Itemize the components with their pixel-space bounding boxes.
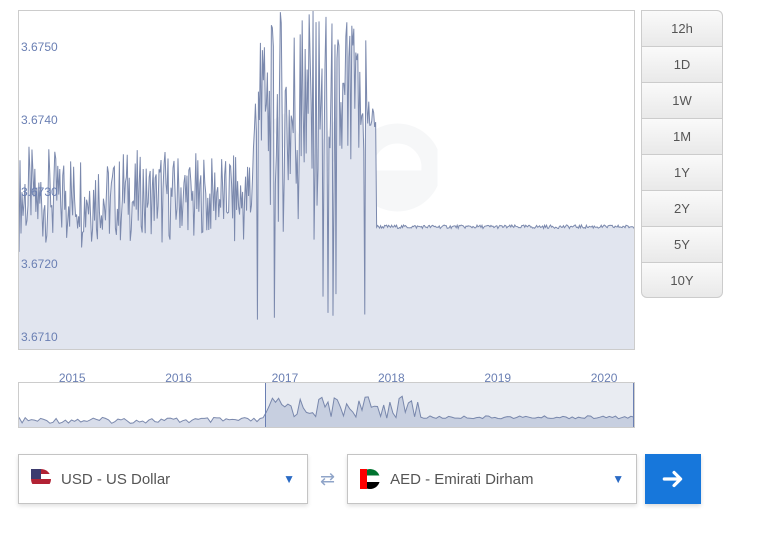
arrow-right-icon <box>660 466 686 492</box>
chart-plot <box>19 11 634 349</box>
chevron-down-icon: ▼ <box>283 472 295 486</box>
time-range-2y[interactable]: 2Y <box>641 190 723 226</box>
time-range-1w[interactable]: 1W <box>641 82 723 118</box>
chevron-down-icon: ▼ <box>612 472 624 486</box>
time-range-1y[interactable]: 1Y <box>641 154 723 190</box>
y-tick-label: 3.6740 <box>21 113 58 127</box>
minimap-handle-left[interactable]: ◄ <box>260 425 274 428</box>
y-tick-label: 3.6730 <box>21 185 58 199</box>
time-range-1d[interactable]: 1D <box>641 46 723 82</box>
ae-flag-icon <box>360 469 380 489</box>
time-range-10y[interactable]: 10Y <box>641 262 723 298</box>
time-range-5y[interactable]: 5Y <box>641 226 723 262</box>
y-tick-label: 3.6750 <box>21 40 58 54</box>
from-currency-select[interactable]: USD - US Dollar ▼ <box>18 454 308 504</box>
to-currency-label: AED - Emirati Dirham <box>390 471 533 488</box>
go-button[interactable] <box>645 454 701 504</box>
from-currency-label: USD - US Dollar <box>61 471 170 488</box>
time-range-12h[interactable]: 12h <box>641 10 723 46</box>
main-chart[interactable]: 3.67103.67203.67303.67403.6750 201520162… <box>18 10 635 350</box>
to-currency-select[interactable]: AED - Emirati Dirham ▼ <box>347 454 637 504</box>
time-range-1m[interactable]: 1M <box>641 118 723 154</box>
time-range-selector: 12h1D1W1M1Y2Y5Y10Y <box>641 10 723 350</box>
y-tick-label: 3.6720 <box>21 257 58 271</box>
swap-button[interactable]: ⇄ <box>316 469 339 490</box>
y-tick-label: 3.6710 <box>21 330 58 344</box>
minimap-handle-right[interactable]: ► <box>625 425 635 428</box>
minimap-selection[interactable]: ◄► <box>265 383 634 427</box>
range-minimap[interactable]: ◄► <box>18 382 635 428</box>
us-flag-icon <box>31 469 51 489</box>
